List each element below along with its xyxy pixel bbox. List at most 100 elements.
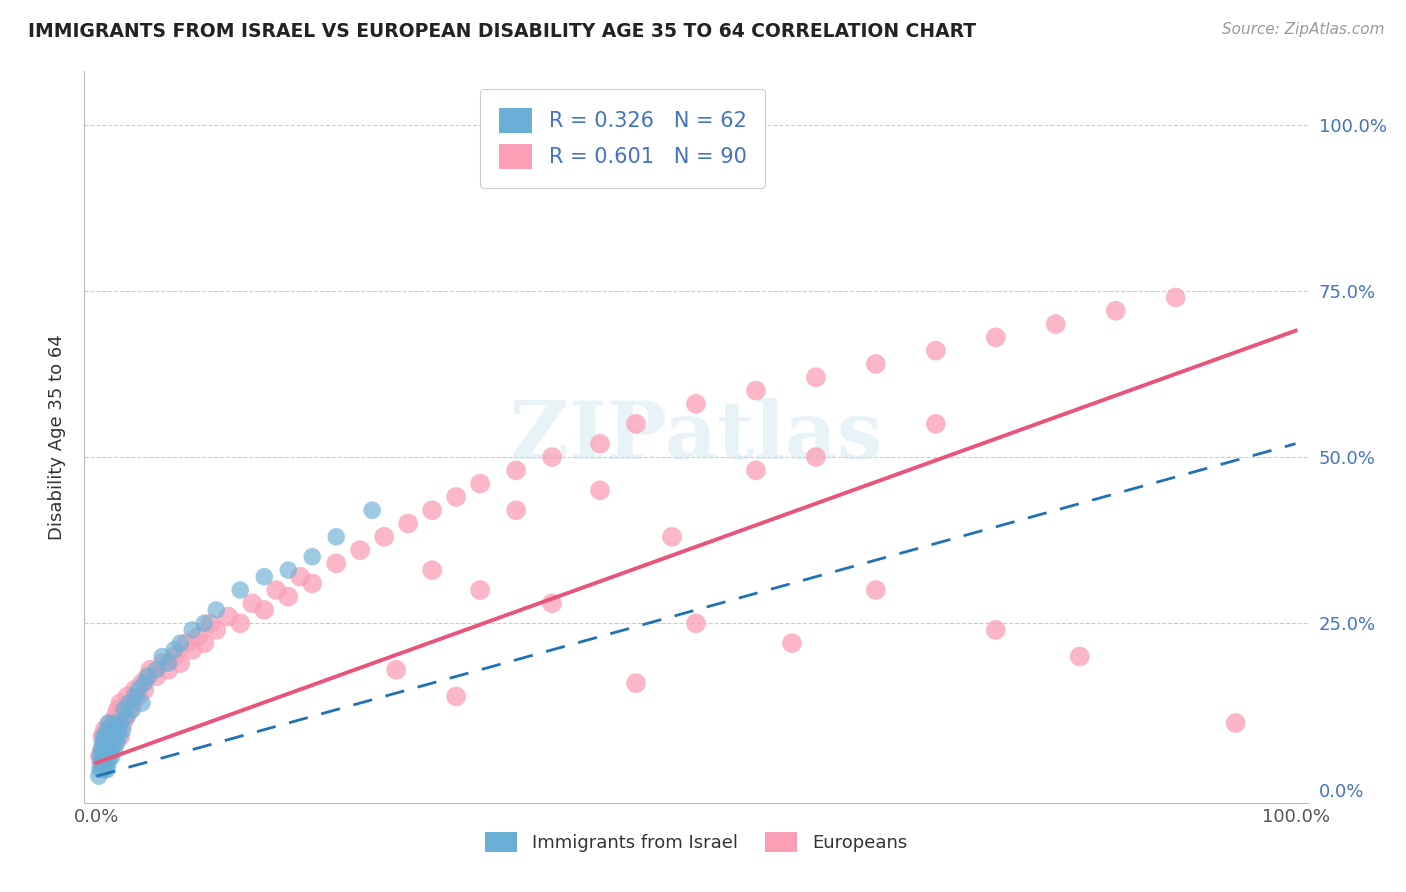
Point <box>91 742 114 756</box>
Point <box>91 749 114 764</box>
Point <box>205 603 228 617</box>
Point <box>94 742 117 756</box>
Point <box>145 669 167 683</box>
Point <box>157 656 180 670</box>
Point <box>112 703 135 717</box>
Point <box>94 756 117 770</box>
Point <box>93 749 117 764</box>
Point <box>361 503 384 517</box>
Point <box>98 749 121 764</box>
Point <box>97 729 120 743</box>
Point <box>100 716 122 731</box>
Point <box>89 763 111 777</box>
Point <box>101 729 124 743</box>
Point <box>94 729 117 743</box>
Point <box>131 696 153 710</box>
Point <box>111 716 134 731</box>
Point <box>277 563 299 577</box>
Point <box>780 636 803 650</box>
Point <box>97 756 120 770</box>
Point <box>93 756 115 770</box>
Point <box>301 576 323 591</box>
Point <box>91 736 114 750</box>
Text: IMMIGRANTS FROM ISRAEL VS EUROPEAN DISABILITY AGE 35 TO 64 CORRELATION CHART: IMMIGRANTS FROM ISRAEL VS EUROPEAN DISAB… <box>28 22 976 41</box>
Point <box>107 703 129 717</box>
Point <box>93 742 115 756</box>
Point <box>624 676 647 690</box>
Point <box>468 476 491 491</box>
Point <box>163 643 186 657</box>
Point <box>253 603 276 617</box>
Point <box>589 436 612 450</box>
Point <box>110 696 132 710</box>
Point <box>118 703 141 717</box>
Point <box>169 636 191 650</box>
Point <box>91 729 114 743</box>
Point <box>134 676 156 690</box>
Text: Source: ZipAtlas.com: Source: ZipAtlas.com <box>1222 22 1385 37</box>
Point <box>87 769 110 783</box>
Point <box>103 742 125 756</box>
Point <box>111 723 134 737</box>
Point <box>925 343 948 358</box>
Point <box>253 570 276 584</box>
Point <box>624 417 647 431</box>
Point <box>145 663 167 677</box>
Point <box>541 450 564 464</box>
Point <box>136 669 159 683</box>
Point <box>110 716 132 731</box>
Point <box>101 749 124 764</box>
Point <box>105 736 128 750</box>
Point <box>124 690 146 704</box>
Point <box>373 530 395 544</box>
Point <box>150 649 173 664</box>
Point <box>200 616 222 631</box>
Point <box>100 742 122 756</box>
Point <box>98 736 121 750</box>
Point <box>134 682 156 697</box>
Point <box>121 696 143 710</box>
Point <box>505 463 527 477</box>
Point <box>90 742 112 756</box>
Point <box>685 616 707 631</box>
Point <box>1069 649 1091 664</box>
Point <box>97 749 120 764</box>
Point <box>105 723 128 737</box>
Point <box>1225 716 1247 731</box>
Point <box>89 749 111 764</box>
Point <box>90 756 112 770</box>
Point <box>193 636 215 650</box>
Point <box>1105 303 1128 318</box>
Point <box>121 703 143 717</box>
Point <box>1164 290 1187 304</box>
Point <box>541 596 564 610</box>
Point <box>93 736 117 750</box>
Point <box>117 690 139 704</box>
Point <box>420 503 443 517</box>
Point <box>193 616 215 631</box>
Point <box>444 690 467 704</box>
Point <box>103 716 125 731</box>
Point <box>444 490 467 504</box>
Point <box>108 729 131 743</box>
Point <box>96 749 118 764</box>
Point <box>349 543 371 558</box>
Point <box>93 723 117 737</box>
Point <box>984 623 1007 637</box>
Point <box>100 729 122 743</box>
Legend: Immigrants from Israel, Europeans: Immigrants from Israel, Europeans <box>478 824 914 860</box>
Point <box>93 763 117 777</box>
Point <box>127 690 149 704</box>
Point <box>174 636 197 650</box>
Point <box>240 596 263 610</box>
Point <box>98 736 121 750</box>
Point <box>101 736 124 750</box>
Point <box>181 623 204 637</box>
Point <box>127 682 149 697</box>
Point <box>136 669 159 683</box>
Point <box>229 582 252 597</box>
Point <box>984 330 1007 344</box>
Y-axis label: Disability Age 35 to 64: Disability Age 35 to 64 <box>48 334 66 540</box>
Point <box>139 663 162 677</box>
Point <box>217 609 239 624</box>
